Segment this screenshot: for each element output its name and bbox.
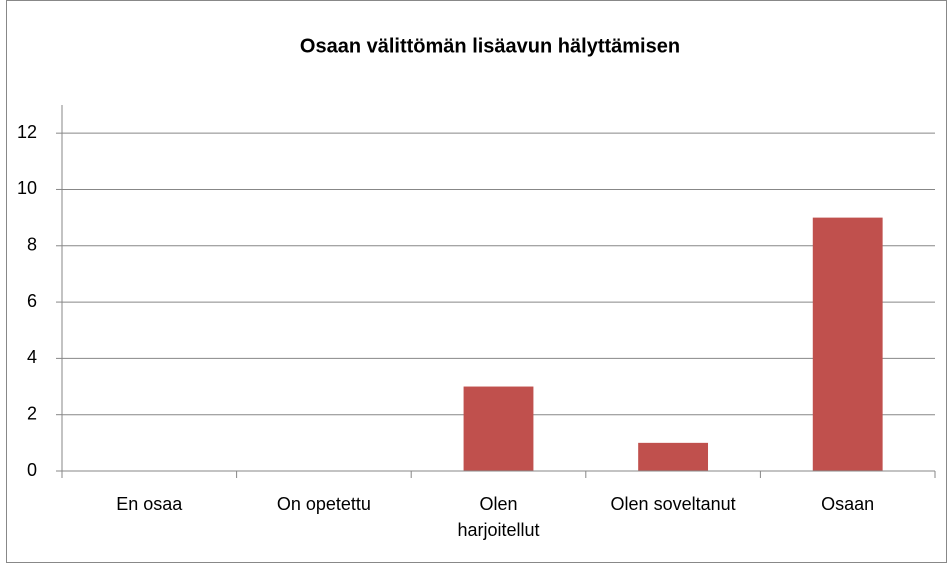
y-tick-label: 2 [27,403,37,423]
x-tick-label: On opetettu [276,494,371,514]
chart-title: Osaan välittömän lisäavun hälyttämisen [300,35,680,57]
x-tick-label: Osaan [821,494,875,514]
chart-border [6,0,947,563]
x-tick-label: En osaa [116,494,183,514]
y-tick-label: 6 [27,291,37,311]
y-tick-label: 12 [17,122,37,142]
bar [463,386,534,471]
bar [638,442,709,471]
x-tick-label: Olen harjoitellut [457,494,540,540]
x-tick-label: Olen soveltanut [610,494,736,514]
y-tick-label: 8 [27,235,37,255]
bar [812,217,883,471]
y-tick-label: 4 [27,347,37,367]
y-tick-label: 10 [17,178,37,198]
y-tick-label: 0 [27,460,37,480]
